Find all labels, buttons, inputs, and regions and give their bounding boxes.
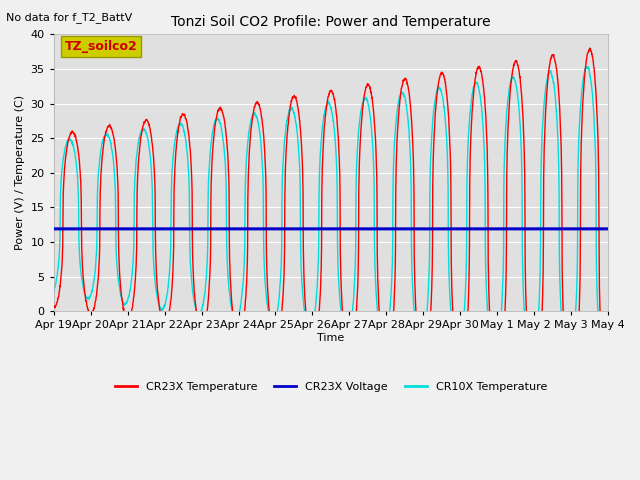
X-axis label: Time: Time — [317, 333, 344, 343]
Y-axis label: Power (V) / Temperature (C): Power (V) / Temperature (C) — [15, 95, 25, 251]
Text: No data for f_T2_BattV: No data for f_T2_BattV — [6, 12, 132, 23]
Text: TZ_soilco2: TZ_soilco2 — [65, 40, 138, 53]
Title: Tonzi Soil CO2 Profile: Power and Temperature: Tonzi Soil CO2 Profile: Power and Temper… — [171, 15, 491, 29]
Legend: CR23X Temperature, CR23X Voltage, CR10X Temperature: CR23X Temperature, CR23X Voltage, CR10X … — [110, 378, 552, 396]
